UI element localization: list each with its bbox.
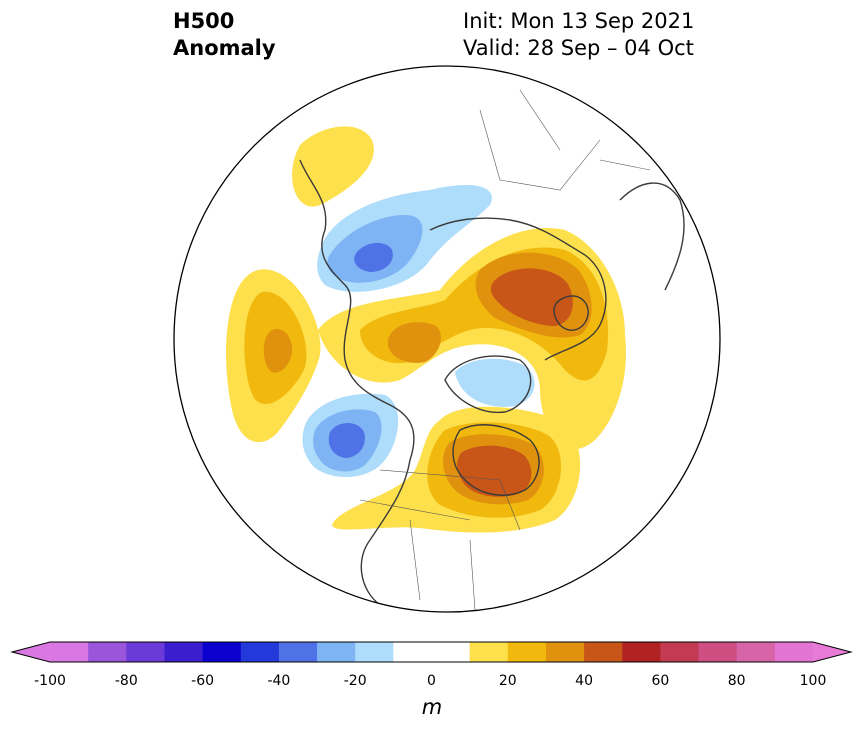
anomaly-title: Anomaly bbox=[173, 36, 276, 60]
colorbar-cell bbox=[202, 642, 242, 662]
colorbar-tick-label: -40 bbox=[267, 673, 291, 689]
colorbar-tick-label: -20 bbox=[343, 673, 367, 689]
colorbar-tick-label: 20 bbox=[498, 673, 517, 689]
colorbar-cell bbox=[88, 642, 127, 662]
colorbar-cell bbox=[50, 642, 89, 662]
colorbar-cell bbox=[240, 642, 280, 662]
colorbar-cell bbox=[507, 642, 547, 662]
title-block-left: H500 Anomaly bbox=[173, 8, 276, 62]
colorbar-cell bbox=[126, 642, 165, 662]
colorbar-tick-label: 60 bbox=[651, 673, 670, 689]
anomaly-eastern-canada-high bbox=[332, 406, 581, 533]
colorbar-unit: m bbox=[421, 695, 443, 719]
colorbar-cell bbox=[317, 642, 356, 662]
init-date: Init: Mon 13 Sep 2021 bbox=[463, 9, 695, 33]
colorbar-tick-label: 80 bbox=[727, 673, 746, 689]
colorbar-extend-high bbox=[813, 642, 851, 662]
colorbar-extend-low bbox=[12, 642, 50, 662]
colorbar-tick-label: 40 bbox=[575, 673, 594, 689]
colorbar bbox=[10, 641, 853, 663]
anomaly-north-pacific-high bbox=[226, 269, 321, 443]
colorbar-cell bbox=[698, 642, 738, 662]
anomaly-siberia-low bbox=[317, 185, 492, 292]
map-boundary bbox=[173, 65, 721, 613]
coastlines bbox=[299, 159, 685, 606]
title-block-right: Init: Mon 13 Sep 2021 Valid: 28 Sep – 04… bbox=[463, 8, 694, 62]
colorbar-cell bbox=[393, 642, 432, 662]
colorbar-cell bbox=[660, 642, 700, 662]
colorbar-cells bbox=[50, 642, 814, 662]
colorbar-cell bbox=[431, 642, 471, 662]
colorbar-cell bbox=[584, 642, 623, 662]
colorbar-tick-label: 100 bbox=[799, 673, 827, 689]
anomaly-contours bbox=[226, 126, 626, 533]
anomaly-arctic-scandinavia-high bbox=[318, 228, 626, 450]
colorbar-tick-label: -60 bbox=[191, 673, 215, 689]
colorbar-tick-label: -80 bbox=[114, 673, 138, 689]
variable-title: H500 bbox=[173, 9, 235, 33]
colorbar-cell bbox=[736, 642, 776, 662]
colorbar-cell bbox=[355, 642, 394, 662]
anomaly-alaska-low bbox=[302, 393, 399, 478]
anomaly-scandinavia-high bbox=[292, 126, 374, 207]
colorbar-cell bbox=[774, 642, 814, 662]
colorbar-tick-label: 0 bbox=[427, 673, 436, 689]
anomaly-greenland-low bbox=[455, 358, 535, 407]
colorbar-cell bbox=[545, 642, 585, 662]
colorbar-tick-label: -100 bbox=[34, 673, 66, 689]
colorbar-cell bbox=[622, 642, 661, 662]
colorbar-cell bbox=[278, 642, 318, 662]
polar-map bbox=[173, 65, 721, 613]
colorbar-cell bbox=[164, 642, 204, 662]
valid-range: Valid: 28 Sep – 04 Oct bbox=[463, 36, 694, 60]
colorbar-outline bbox=[10, 641, 853, 663]
colorbar-cell bbox=[469, 642, 509, 662]
borders bbox=[359, 89, 651, 611]
